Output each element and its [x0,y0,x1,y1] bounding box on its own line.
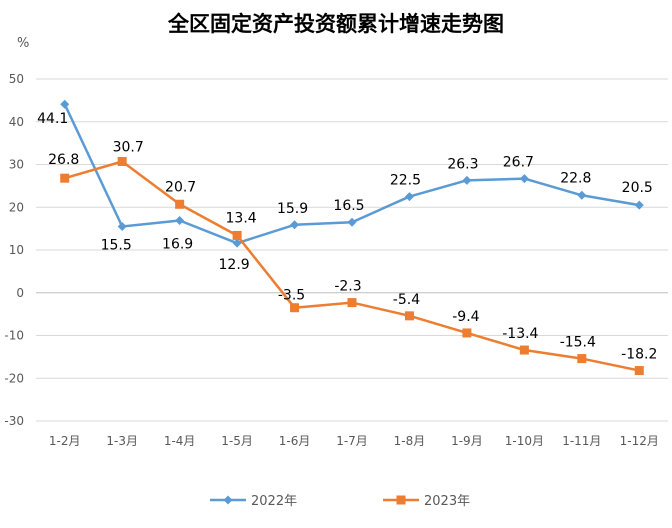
data-label: -18.2 [621,347,657,363]
series-layer [60,99,644,376]
data-point-diamond [519,174,529,184]
legend-marker-square [396,495,406,505]
data-label: -3.5 [278,288,305,304]
data-label: -15.4 [560,335,596,351]
data-point-square [462,328,472,338]
data-label: 30.7 [113,140,144,156]
y-axis-ticks: 50 40 30 20 10 0 -10 -20 -30 [4,72,24,428]
data-point-diamond [290,220,300,230]
y-tick-label: 50 [9,72,24,86]
series-line-1 [64,160,640,372]
data-point-square [232,230,242,240]
y-tick-label: 20 [9,200,24,214]
data-point-square [60,173,70,183]
data-point-square [577,354,587,364]
y-tick-label: 10 [9,243,24,257]
data-label: 16.5 [333,198,364,214]
legend-label-0: 2022年 [251,494,297,509]
data-label: 13.4 [226,210,257,226]
y-tick-label: 40 [9,115,24,129]
data-point-diamond [347,217,357,227]
data-point-square [175,199,185,209]
annotation-label: 12.9 [219,257,250,273]
y-axis-unit: % [17,36,29,51]
data-label: 15.9 [277,201,308,217]
x-tick-label: 1-11月 [562,434,601,448]
data-point-square [117,157,127,167]
data-label: 44.1 [37,111,68,127]
data-point-square [404,311,414,321]
data-point-square [290,303,300,313]
x-tick-label: 1-5月 [221,434,253,448]
x-tick-label: 1-10月 [505,434,544,448]
data-labels: 44.1 15.5 16.9 15.9 16.5 22.5 26.3 26.7 22.8 20.5… [37,111,657,362]
data-label: 22.5 [390,173,421,189]
data-point-diamond [60,99,70,109]
data-label: 26.7 [503,155,534,171]
y-tick-label: -10 [4,329,24,343]
data-point-diamond [232,238,242,248]
data-point-diamond [117,221,127,231]
data-point-diamond [462,175,472,185]
data-label: 22.8 [560,170,591,186]
x-axis-ticks: 1-2月 1-3月 1-4月 1-5月 1-6月 1-7月 1-8月 1-9月 1-10月 1-1… [49,434,659,448]
chart-title: 全区固定资产投资额累计增速走势图 [168,11,504,36]
data-label: -9.4 [452,309,479,325]
data-point-diamond [404,192,414,202]
legend-marker-diamond [223,495,233,505]
y-tick-label: -20 [4,371,24,385]
y-tick-label: -30 [4,414,24,428]
data-point-square [519,345,529,355]
data-label: 26.8 [48,152,79,168]
legend-label-1: 2023年 [424,494,470,509]
x-tick-label: 1-12月 [620,434,659,448]
data-label: 26.3 [447,156,478,172]
data-point-diamond [577,190,587,200]
data-label: 15.5 [101,237,132,253]
x-tick-label: 1-6月 [279,434,311,448]
gridlines [36,78,668,422]
x-tick-label: 1-4月 [164,434,196,448]
data-label: 20.7 [165,179,196,195]
x-tick-label: 1-2月 [49,434,81,448]
x-tick-label: 1-7月 [336,434,368,448]
data-label: 20.5 [622,180,653,196]
x-tick-label: 1-3月 [106,434,138,448]
y-tick-label: 0 [16,286,24,300]
legend: 2022年 2023年 [210,494,470,509]
data-point-square [634,366,644,376]
data-label: 16.9 [162,237,193,253]
y-tick-label: 30 [9,158,24,172]
x-tick-label: 1-9月 [451,434,483,448]
data-point-square [347,298,357,308]
x-tick-label: 1-8月 [394,434,426,448]
data-point-diamond [634,200,644,210]
data-point-diamond [175,216,185,226]
data-label: -2.3 [334,279,361,295]
data-label: -13.4 [502,326,538,342]
data-label: -5.4 [393,292,420,308]
